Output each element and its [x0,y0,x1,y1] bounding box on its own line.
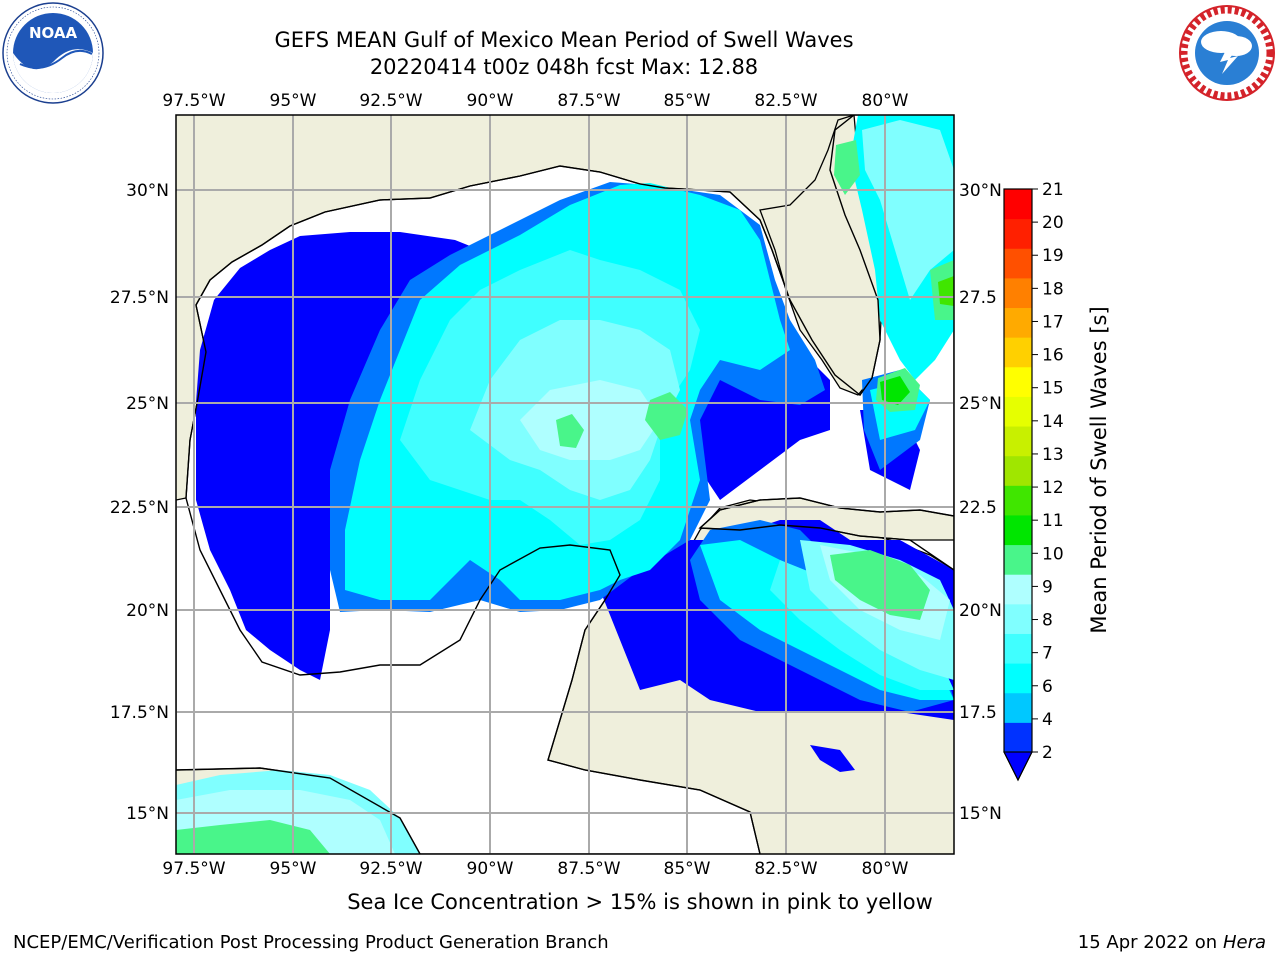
colorbar-block [1004,544,1032,575]
graticule [176,115,954,854]
colorbar-block [1004,633,1032,664]
colorbar-tick-label: 11 [1042,511,1064,531]
colorbar-tick-label: 7 [1042,644,1053,664]
lon-label-top: 90°W [467,91,514,111]
lat-label-left: 22.5°N [110,498,169,518]
sea-ice-caption: Sea Ice Concentration > 15% is shown in … [347,890,933,914]
colorbar-block [1004,663,1032,694]
colorbar-block [1004,455,1032,486]
footer-date-text: 15 Apr 2022 on [1077,932,1223,953]
colorbar-block [1004,218,1032,249]
colorbar-ticks: 2 4 6 7 8 9 10 11 12 13 14 15 16 17 18 19 20 21 [1032,180,1064,763]
lon-label-top: 95°W [270,91,317,111]
lon-label-bottom: 97.5°W [162,859,225,879]
colorbar-block [1004,396,1032,427]
lon-label-bottom: 85°W [664,859,711,879]
svg-text:NOAA: NOAA [29,24,78,42]
lon-label-bottom: 80°W [862,859,909,879]
colorbar-block [1004,692,1032,723]
colorbar-block [1004,307,1032,338]
colorbar-tick-label: 16 [1042,346,1064,366]
colorbar-block [1004,722,1032,753]
nws-logo [1178,4,1276,102]
lat-label-left: 25°N [126,394,169,414]
lat-label-right: 27.5 [959,288,997,308]
footer-date: 15 Apr 2022 on Hera [1078,932,1266,953]
lat-label-right: 17.5 [959,703,997,723]
colorbar-block [1004,485,1032,516]
lat-label-left: 17.5°N [110,703,169,723]
colorbar-under-triangle [1003,751,1033,782]
colorbar-tick-label: 17 [1042,312,1064,332]
colorbar-block [1004,426,1032,457]
map-subtitle: 20220414 t00z 048h fcst Max: 12.88 [369,55,759,79]
lat-label-left: 20°N [126,601,169,621]
colorbar-tick-label: 2 [1042,743,1053,763]
colorbar-block [1004,603,1032,634]
map-title: GEFS MEAN Gulf of Mexico Mean Period of … [274,28,854,52]
colorbar-tick-label: 8 [1042,611,1053,631]
map-frame [175,114,955,855]
lon-label-top: 97.5°W [162,91,225,111]
colorbar-tick-label: 9 [1042,577,1053,597]
colorbar-block [1004,514,1032,546]
coastline [185,115,881,499]
colorbar-tick-label: 12 [1042,478,1064,498]
lat-label-right: 30°N [959,181,1002,201]
noaa-logo: NOAA [2,2,104,104]
lon-label-bottom: 87.5°W [557,859,620,879]
lon-label-top: 85°W [664,91,711,111]
lat-label-left: 15°N [126,804,169,824]
colorbar-block [1004,189,1032,220]
colorbar-tick-label: 18 [1042,279,1064,299]
colorbar-label: Mean Period of Swell Waves [s] [1087,306,1111,633]
lon-label-top: 80°W [862,91,909,111]
lon-label-top: 92.5°W [359,91,422,111]
lat-label-right: 15°N [959,804,1002,824]
lat-label-left: 27.5°N [110,288,169,308]
colorbar-frame [1003,188,1033,753]
lon-label-top: 82.5°W [754,91,817,111]
colorbar-block [1004,337,1032,368]
lat-label-right: 25°N [959,394,1002,414]
colorbar-tick-label: 10 [1042,544,1064,564]
colorbar-tick-label: 6 [1042,677,1053,697]
footer-machine: Hera [1222,932,1266,953]
colorbar-block [1004,574,1032,605]
lon-label-bottom: 90°W [467,859,514,879]
lon-label-top: 87.5°W [557,91,620,111]
lat-label-right: 20°N [959,601,1002,621]
lat-label-right: 22.5 [959,498,997,518]
lon-label-bottom: 95°W [270,859,317,879]
lon-label-bottom: 82.5°W [754,859,817,879]
footer-branch: NCEP/EMC/Verification Post Processing Pr… [13,932,609,953]
colorbar-tick-label: 13 [1042,445,1064,465]
colorbar-tick-label: 20 [1042,213,1064,233]
lon-label-bottom: 92.5°W [359,859,422,879]
colorbar-tick-label: 15 [1042,379,1064,399]
colorbar-tick-label: 21 [1042,180,1064,200]
colorbar-tick-label: 19 [1042,246,1064,266]
lat-label-left: 30°N [126,181,169,201]
colorbar-block [1004,366,1032,397]
colorbar-tick-label: 4 [1042,710,1053,730]
colorbar-block [1004,248,1032,279]
colorbar-blocks [1004,189,1032,753]
colorbar-block [1004,277,1032,309]
colorbar-tick-label: 14 [1042,412,1064,432]
